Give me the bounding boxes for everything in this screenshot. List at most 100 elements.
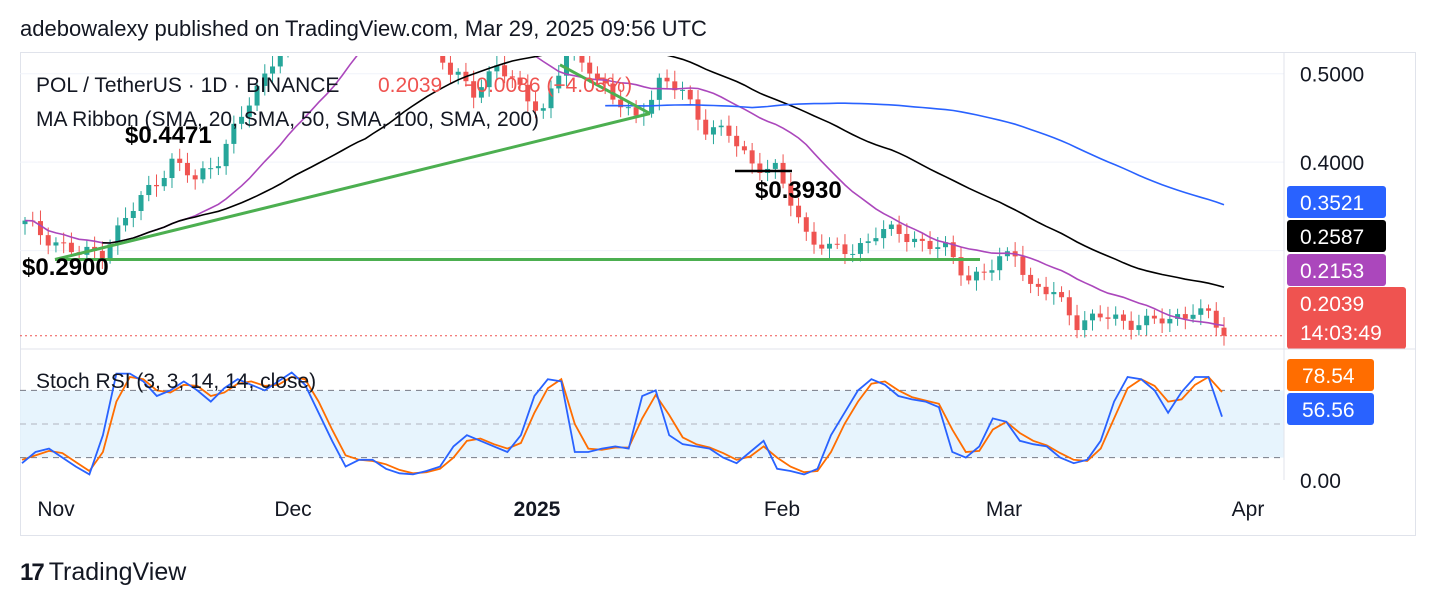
- candle-body: [1144, 315, 1150, 326]
- candle-body: [123, 217, 129, 226]
- candle-body: [246, 105, 252, 117]
- time-axis-label: Mar: [986, 498, 1022, 521]
- candle-body: [231, 123, 237, 144]
- rising-trendline: [54, 112, 651, 261]
- time-axis-label: Apr: [1232, 498, 1265, 521]
- candle-body: [208, 168, 214, 170]
- candle-body: [509, 76, 515, 78]
- time-axis-label: Dec: [274, 498, 311, 521]
- candle-body: [169, 158, 175, 179]
- candle-body: [440, 56, 446, 63]
- candle-body: [796, 205, 802, 218]
- candle-body: [270, 66, 276, 74]
- price-badge-value: 0.2153: [1300, 260, 1364, 283]
- candle-body: [664, 77, 670, 82]
- candle-body: [146, 184, 152, 196]
- candle-body: [649, 99, 655, 114]
- price-axis-tick: 0.5000: [1300, 64, 1364, 87]
- candle-body: [579, 56, 585, 63]
- annotation-label: $0.4471: [125, 122, 212, 149]
- falling-trendline: [559, 63, 651, 115]
- annotation-label: $0.2900: [22, 254, 109, 281]
- legend-ma-ribbon: MA Ribbon (SMA, 20, SMA, 50, SMA, 100, S…: [36, 108, 539, 131]
- candle-body: [842, 244, 848, 255]
- candle-body: [1020, 256, 1026, 275]
- candle-body: [958, 257, 964, 276]
- candle-body: [757, 163, 763, 173]
- candle-body: [788, 183, 794, 206]
- candle-body: [834, 243, 840, 245]
- candle-body: [1105, 317, 1111, 319]
- candle-body: [293, 22, 298, 23]
- price-badge-countdown: 14:03:49: [1300, 322, 1382, 345]
- candle-body: [447, 62, 453, 75]
- stoch-axis-tick: 0.00: [1300, 470, 1341, 493]
- publisher-header: adebowalexy published on TradingView.com…: [20, 16, 707, 41]
- candle-body: [1159, 318, 1165, 324]
- candle-body: [687, 89, 693, 100]
- candle-body: [563, 56, 569, 76]
- candle-body: [927, 240, 933, 249]
- price-badge-value: 0.3521: [1300, 192, 1364, 215]
- candle-body: [873, 238, 879, 242]
- candle-body: [1066, 297, 1072, 316]
- price-badge-value: 0.2587: [1300, 226, 1364, 249]
- candle-body: [394, 0, 399, 3]
- candle-body: [556, 75, 562, 89]
- candle-body: [161, 178, 167, 187]
- candle-body: [61, 242, 67, 244]
- candle-body: [332, 0, 337, 2]
- candle-body: [417, 0, 422, 21]
- candle-body: [950, 242, 956, 258]
- candle-body: [625, 107, 631, 109]
- candle-body: [610, 83, 616, 100]
- candle-body: [432, 31, 437, 43]
- stoch-k-line: [21, 371, 1223, 476]
- candle-body: [811, 231, 817, 245]
- stoch-badge-value: 78.54: [1302, 365, 1355, 388]
- candle-body: [22, 220, 28, 225]
- candle-body: [386, 3, 391, 5]
- candle-body: [378, 0, 383, 4]
- candle-body: [1182, 314, 1188, 319]
- candle-body: [1051, 292, 1057, 295]
- candle-body: [525, 84, 531, 102]
- candle-body: [99, 250, 105, 259]
- tradingview-brand: TradingView: [48, 558, 187, 586]
- candle-body: [107, 244, 113, 259]
- candle-body: [1035, 283, 1041, 287]
- candle-body: [819, 244, 825, 249]
- candle-body: [726, 125, 732, 136]
- tradingview-footer[interactable]: 17 TradingView: [20, 558, 186, 587]
- candle-body: [602, 78, 608, 84]
- legend-symbol: POL / TetherUS · 1D · BINANCE: [36, 74, 339, 97]
- stoch-badge-value: 56.56: [1302, 399, 1355, 422]
- candle-body: [618, 99, 624, 108]
- price-badge: [1287, 186, 1386, 218]
- candle-body: [749, 150, 755, 164]
- candle-body: [425, 21, 430, 31]
- candle-body: [309, 21, 314, 27]
- candle-body: [943, 242, 949, 248]
- candle-body: [973, 271, 979, 281]
- candle-body: [138, 195, 144, 211]
- candle-body: [1213, 310, 1219, 328]
- tradingview-logo-icon: 17: [20, 558, 45, 586]
- candle-body: [803, 217, 809, 232]
- candle-body: [881, 229, 887, 239]
- candle-body: [494, 65, 500, 72]
- candle-body: [277, 56, 283, 67]
- candle-body: [45, 235, 51, 246]
- candle-body: [1136, 325, 1142, 330]
- legend-change: −0.0086 (−4.05%): [464, 74, 632, 97]
- candle-body: [239, 116, 245, 124]
- candle-body: [587, 62, 593, 74]
- candle-body: [502, 65, 508, 77]
- candle-body: [966, 275, 972, 281]
- candle-body: [1043, 286, 1049, 295]
- annotation-label: $0.3930: [755, 177, 842, 204]
- candle-body: [572, 52, 577, 54]
- price-badge: [1287, 287, 1406, 349]
- candle-body: [703, 119, 709, 135]
